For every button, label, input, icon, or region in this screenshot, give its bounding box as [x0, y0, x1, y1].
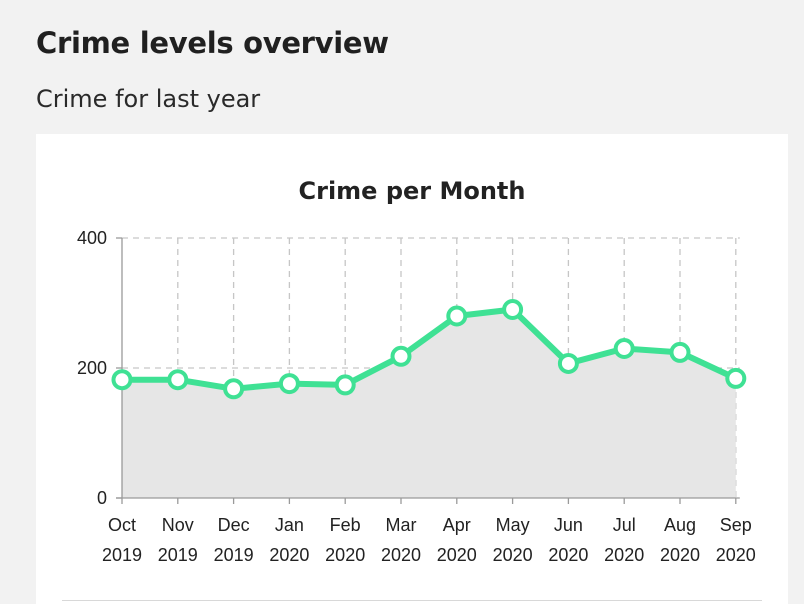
data-point [334, 374, 356, 396]
data-point [613, 338, 635, 359]
y-tick-label: 200 [77, 358, 107, 378]
x-tick-label-year: 2020 [716, 545, 756, 565]
x-tick-label: Oct [108, 515, 136, 535]
data-point [557, 352, 579, 374]
data-point [446, 305, 468, 327]
y-tick-label: 0 [97, 488, 107, 508]
axes [116, 237, 740, 504]
x-tick-label-year: 2019 [214, 545, 254, 565]
x-tick-label: Mar [386, 515, 417, 535]
page-subtitle: Crime for last year [36, 85, 261, 113]
y-tick-label: 400 [77, 228, 107, 248]
data-point [502, 299, 524, 320]
series-area [122, 309, 736, 498]
x-tick-label-year: 2020 [269, 545, 309, 565]
data-point [278, 373, 300, 395]
x-tick-label-year: 2020 [660, 545, 700, 565]
x-tick-label: Apr [443, 515, 471, 535]
x-tick-label: Sep [720, 515, 752, 535]
x-tick-label-year: 2019 [102, 545, 142, 565]
x-tick-label-year: 2020 [604, 545, 644, 565]
x-tick-label: Jun [554, 515, 583, 535]
x-tick-label-year: 2020 [493, 545, 533, 565]
data-point [167, 369, 189, 391]
tick-labels: 0 200 400 Oct 2019 Nov 2019 Dec 2019 Jan 2020 Feb 20… [77, 228, 756, 565]
x-tick-label: Aug [664, 515, 696, 535]
x-tick-label-year: 2020 [381, 545, 421, 565]
x-tick-label-year: 2020 [437, 545, 477, 565]
crime-chart: Crime per Month 0 200 400 Oct 2019 Nov 2019 Dec… [77, 177, 756, 565]
data-point [390, 345, 412, 367]
x-tick-label-year: 2020 [548, 545, 588, 565]
x-tick-label: May [496, 515, 530, 535]
data-point [223, 378, 245, 400]
x-tick-label: Jan [275, 515, 304, 535]
points [111, 299, 747, 400]
x-tick-label-year: 2019 [158, 545, 198, 565]
data-point [111, 369, 133, 391]
data-point [669, 341, 691, 363]
x-tick-label: Nov [162, 515, 194, 535]
card-divider [62, 600, 762, 601]
data-point [725, 367, 747, 389]
chart-card: Crime per Month 0 200 400 Oct 2019 Nov 2019 Dec… [36, 134, 788, 604]
area-layer [122, 309, 736, 498]
x-tick-label-year: 2020 [325, 545, 365, 565]
chart-title: Crime per Month [299, 177, 526, 205]
x-tick-label: Feb [330, 515, 361, 535]
page-title: Crime levels overview [36, 26, 389, 60]
x-tick-label: Dec [218, 515, 250, 535]
x-tick-label: Jul [613, 515, 636, 535]
